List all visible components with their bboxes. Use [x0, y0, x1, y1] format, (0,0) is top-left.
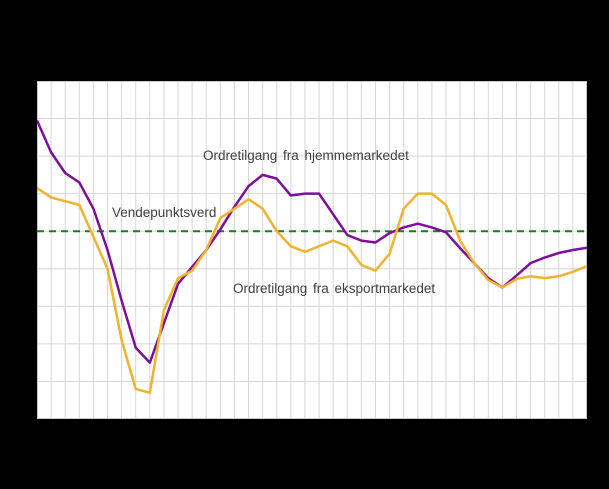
plot-border — [37, 81, 587, 419]
series-label-hjemmemarkedet: Ordretilgang fra hjemmemarkedet — [203, 148, 409, 163]
series-line-eksportmarkedet — [37, 186, 587, 394]
chart-plot-area: Ordretilgang fra hjemmemarkedet Vendepun… — [37, 81, 587, 419]
reference-line-label: Vendepunktsverd — [112, 205, 217, 220]
chart-canvas — [37, 81, 587, 419]
series-label-eksportmarkedet: Ordretilgang fra eksportmarkedet — [233, 281, 436, 296]
